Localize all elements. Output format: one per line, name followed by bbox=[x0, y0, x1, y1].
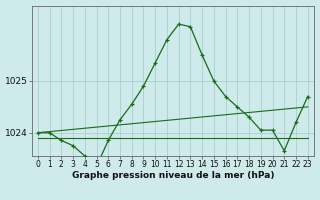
X-axis label: Graphe pression niveau de la mer (hPa): Graphe pression niveau de la mer (hPa) bbox=[72, 171, 274, 180]
